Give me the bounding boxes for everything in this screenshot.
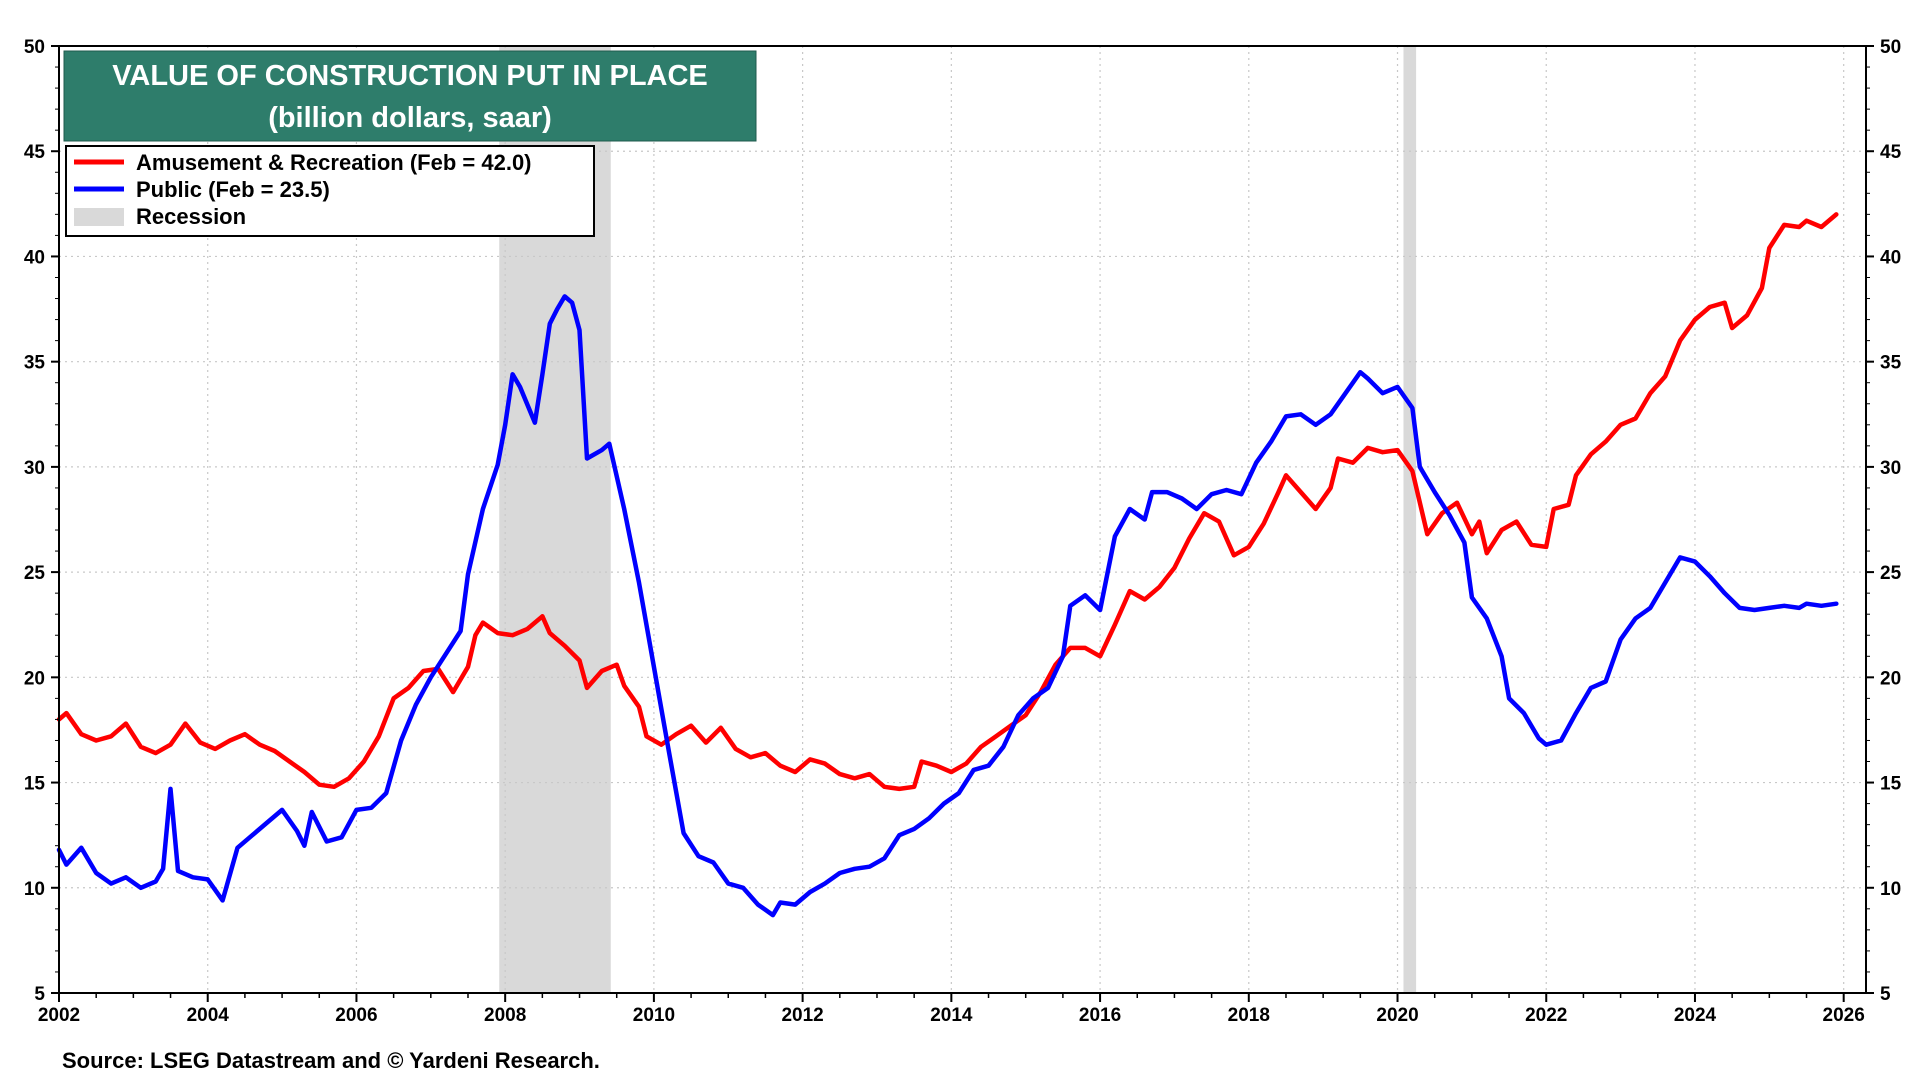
axes: 2002 2004 2006 2008 2010 2012 2014 2016 2018 2020… [24,37,1902,1026]
y-tick-label-right: 20 [1880,668,1901,689]
y-tick-label-right: 45 [1880,142,1902,163]
title-box-background [63,50,757,142]
x-tick-label: 2026 [1823,1005,1865,1026]
x-tick-label: 2020 [1376,1005,1418,1026]
y-tick-label-right: 25 [1880,563,1902,584]
y-tick-label-left: 35 [24,353,46,374]
x-tick-label: 2004 [187,1005,230,1026]
y-tick-label-right: 40 [1880,247,1901,268]
legend-label-public: Public (Feb = 23.5) [136,177,330,202]
y-tick-label-left: 45 [24,142,46,163]
x-tick-label: 2014 [930,1005,973,1026]
y-tick-label-right: 35 [1880,353,1902,374]
chart-subtitle: (billion dollars, saar) [268,102,552,134]
y-tick-label-left: 20 [24,668,45,689]
x-tick-label: 2002 [38,1005,80,1026]
x-tick-label: 2016 [1079,1005,1121,1026]
y-tick-label-left: 15 [24,774,46,795]
y-tick-label-left: 50 [24,37,45,58]
recession-band-2 [1403,46,1417,993]
series-line-amusement-recreation [56,212,1839,792]
x-tick-label: 2022 [1525,1005,1567,1026]
legend: Amusement & Recreation (Feb = 42.0) Publ… [65,145,595,237]
x-tick-label: 2008 [484,1005,526,1026]
title-box: VALUE OF CONSTRUCTION PUT IN PLACE (bill… [63,50,757,142]
plot-frame [58,45,1867,994]
x-tick-label: 2006 [335,1005,377,1026]
y-tick-label-left: 5 [34,984,45,1005]
legend-label-recession: Recession [136,204,246,229]
recession-bands [499,46,1417,993]
y-tick-label-right: 50 [1880,37,1901,58]
x-tick-label: 2024 [1674,1005,1717,1026]
y-tick-label-left: 10 [24,879,45,900]
series-lines [56,212,1839,918]
chart-title: VALUE OF CONSTRUCTION PUT IN PLACE [112,60,708,92]
legend-label-amusement: Amusement & Recreation (Feb = 42.0) [136,150,532,175]
y-tick-label-right: 30 [1880,458,1901,479]
legend-box [65,145,595,237]
y-tick-label-right: 15 [1880,774,1902,795]
x-tick-label: 2012 [781,1005,823,1026]
y-tick-label-right: 10 [1880,879,1901,900]
x-tick-label: 2018 [1228,1005,1270,1026]
series-line-public [56,294,1839,918]
source-note: Source: LSEG Datastream and © Yardeni Re… [62,1048,600,1073]
legend-swatch-recession [74,208,124,226]
y-tick-label-left: 25 [24,563,46,584]
x-tick-label: 2010 [633,1005,675,1026]
y-tick-label-right: 5 [1880,984,1891,1005]
y-tick-label-left: 40 [24,247,45,268]
y-tick-label-left: 30 [24,458,45,479]
